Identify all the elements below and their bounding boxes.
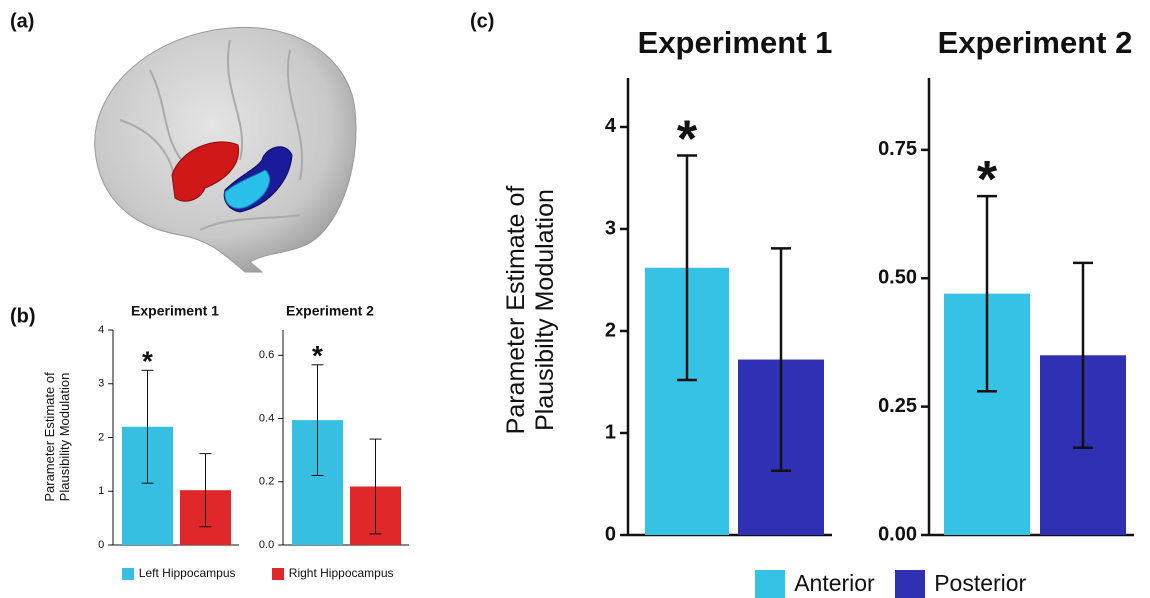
y-tick-label: 1 xyxy=(98,485,104,497)
error-bar xyxy=(141,369,154,484)
error-bar xyxy=(199,453,212,528)
chart-title: Experiment 2 xyxy=(938,25,1133,60)
y-tick-label: 3 xyxy=(605,217,616,239)
chart-title: Experiment 2 xyxy=(286,303,374,319)
error-bar xyxy=(771,247,791,472)
y-tick-label: 0 xyxy=(605,523,616,545)
chart-title: Experiment 1 xyxy=(131,303,219,319)
y-tick-label: 0.25 xyxy=(878,395,917,417)
y-tick-label: 0.2 xyxy=(259,476,274,488)
y-axis-label: Plausibility Modulation xyxy=(57,373,72,502)
y-axis-label: Parameter Estimate of xyxy=(42,372,57,502)
legend-swatch xyxy=(755,570,785,598)
significance-marker: * xyxy=(312,340,323,371)
panel-label: (a) xyxy=(10,10,34,32)
brain-illustration xyxy=(94,26,357,273)
panel-label: (b) xyxy=(10,305,36,327)
legend-label: Right Hippocampus xyxy=(289,566,394,580)
y-tick-label: 0 xyxy=(98,539,104,551)
y-tick-label: 3 xyxy=(98,378,104,390)
y-tick-label: 0.75 xyxy=(878,138,917,160)
legend-swatch xyxy=(122,568,134,580)
y-tick-label: 1 xyxy=(605,421,616,443)
legend-label: Anterior xyxy=(794,570,875,596)
chart-title: Experiment 1 xyxy=(638,25,833,60)
y-tick-label: 0.4 xyxy=(259,412,274,424)
error-bar xyxy=(977,194,997,393)
significance-marker: * xyxy=(977,151,998,209)
error-bar xyxy=(1073,261,1093,449)
legend-swatch xyxy=(272,568,284,580)
error-bar xyxy=(369,438,382,535)
y-axis-label: Plausibilty Modulation xyxy=(531,189,559,431)
y-tick-label: 4 xyxy=(98,324,104,336)
legend-swatch xyxy=(895,570,925,598)
y-tick-label: 0.6 xyxy=(259,349,274,361)
y-axis-label: Parameter Estimate of xyxy=(502,186,530,435)
significance-marker: * xyxy=(142,346,153,377)
y-tick-label: 4 xyxy=(605,115,617,137)
legend-label: Posterior xyxy=(934,570,1026,596)
y-tick-label: 0.50 xyxy=(878,267,917,289)
y-tick-label: 0.0 xyxy=(259,539,274,551)
significance-marker: * xyxy=(677,110,698,168)
y-tick-label: 0.00 xyxy=(878,523,917,545)
panel-label: (c) xyxy=(470,10,494,32)
legend-label: Left Hippocampus xyxy=(139,566,236,580)
error-bar xyxy=(311,364,324,476)
error-bar xyxy=(677,154,697,382)
y-tick-label: 2 xyxy=(98,431,104,443)
y-tick-label: 2 xyxy=(605,319,616,341)
